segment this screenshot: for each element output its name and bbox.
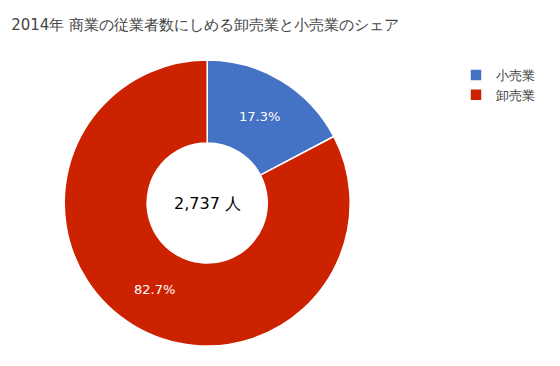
svg-text:2,737 人: 2,737 人 [174,194,241,213]
svg-text:17.3%: 17.3% [239,109,280,124]
svg-text:82.7%: 82.7% [134,282,175,297]
svg-text:2014年 商業の従業者数にしめる卸売業と小売業のシェア: 2014年 商業の従業者数にしめる卸売業と小売業のシェア [11,16,399,34]
svg-text:卸売業: 卸売業 [496,88,535,103]
svg-text:小売業: 小売業 [496,68,535,83]
